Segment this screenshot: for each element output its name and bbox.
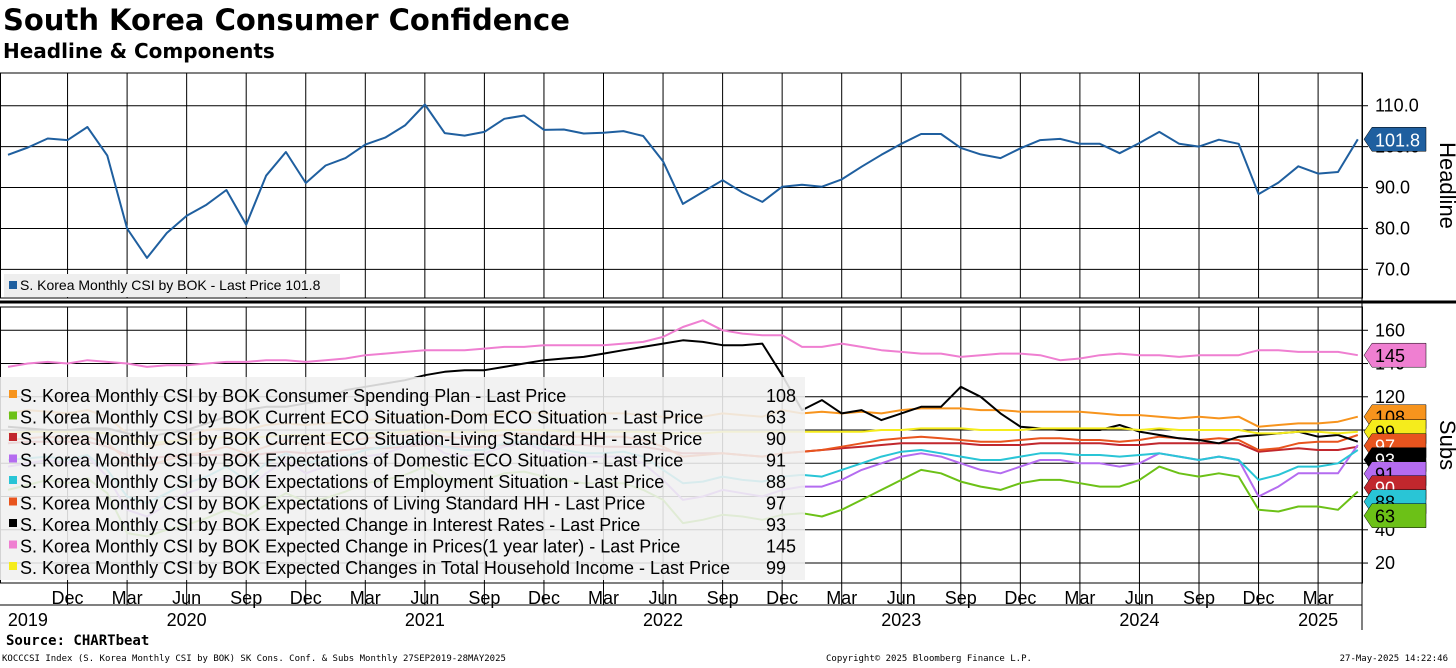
subs-legend-box — [0, 377, 805, 580]
x-tick-label: Jun — [887, 588, 916, 608]
y-axis-title-headline: Headline — [1435, 142, 1456, 229]
subs-legend-label: S. Korea Monthly CSI by BOK Expectations… — [20, 494, 645, 514]
subs-legend-swatch — [9, 476, 17, 484]
headline-legend-label: S. Korea Monthly CSI by BOK - Last Price… — [20, 277, 321, 293]
x-year-label: 2020 — [167, 610, 207, 630]
y-tick-label: 80.0 — [1375, 218, 1410, 238]
subs-last-value-tag-shape — [1363, 342, 1427, 368]
y-axis-title-subs: Subs — [1435, 420, 1456, 470]
subs-legend-label: S. Korea Monthly CSI by BOK Expected Cha… — [20, 558, 730, 578]
page-subtitle: Headline & Components — [3, 39, 275, 63]
y-tick-label: 110.0 — [1375, 96, 1419, 116]
subs-legend-label: S. Korea Monthly CSI by BOK Consumer Spe… — [20, 386, 566, 406]
subs-legend-swatch — [9, 411, 17, 420]
subs-legend-swatch — [9, 454, 17, 463]
subs-legend-label: S. Korea Monthly CSI by BOK Expectations… — [20, 451, 683, 471]
x-tick-label: Sep — [945, 588, 977, 608]
headline-panel-border — [0, 72, 1363, 299]
x-tick-label: Dec — [1004, 588, 1036, 608]
x-year-label: 2022 — [643, 610, 683, 630]
x-tick-label: Dec — [766, 588, 798, 608]
x-axis: Dec Mar Jun Sep Dec Mar Jun Sep Dec Mar Jun Sep Dec M… — [8, 583, 1338, 630]
subs-legend-value: 91 — [766, 451, 786, 471]
x-tick-label: Jun — [410, 588, 439, 608]
x-tick-label: Mar — [826, 588, 857, 608]
x-tick-label: Sep — [707, 588, 739, 608]
headline-series-lines — [7, 103, 1359, 259]
headline-last-value-tag-label: 101.8 — [1375, 130, 1420, 150]
subs-legend-value: 93 — [766, 515, 786, 535]
x-tick-label: Mar — [1064, 588, 1095, 608]
subs-legend-label: S. Korea Monthly CSI by BOK Current ECO … — [20, 408, 703, 428]
subs-legend-value: 90 — [766, 429, 786, 449]
x-tick-label: Mar — [588, 588, 619, 608]
subs-legend-value: 97 — [766, 494, 786, 514]
subs-legend-swatch — [9, 562, 17, 570]
chart-frame — [0, 72, 1456, 630]
y-tick-label: 70.0 — [1375, 259, 1410, 279]
subs-legend-value: 145 — [766, 537, 796, 557]
x-tick-label: Mar — [112, 588, 143, 608]
x-year-label: 2025 — [1298, 610, 1338, 630]
subs-last-value-tag-label: 63 — [1375, 507, 1395, 527]
series-line-headline — [7, 103, 1359, 259]
x-tick-label: Dec — [290, 588, 322, 608]
x-tick-label: Jun — [649, 588, 678, 608]
subs-legend-swatch — [9, 540, 17, 549]
subs-last-value-tag-label: 145 — [1375, 346, 1405, 366]
x-tick-label: Jun — [172, 588, 201, 608]
x-year-label: 2023 — [881, 610, 921, 630]
headline-legend-box — [4, 274, 340, 297]
y-tick-label: 160 — [1375, 320, 1405, 340]
subs-legend-value: 63 — [766, 408, 786, 428]
subs-legend-label: S. Korea Monthly CSI by BOK Current ECO … — [20, 429, 702, 449]
x-tick-label: Dec — [1243, 588, 1275, 608]
ticker-note: KOCCCSI Index (S. Korea Monthly CSI by B… — [2, 654, 506, 664]
x-tick-label: Dec — [528, 588, 560, 608]
series-line-subs-7 — [7, 319, 1358, 368]
subs-last-value-tag-1: 63 — [1363, 503, 1427, 528]
x-tick-label: Mar — [1303, 588, 1334, 608]
y-tick-label: 20 — [1375, 553, 1395, 573]
subs-legend-value: 99 — [766, 558, 786, 578]
x-tick-label: Mar — [350, 588, 381, 608]
x-tick-label: Dec — [52, 588, 84, 608]
source-note: Source: CHARTbeat — [6, 633, 150, 649]
subs-last-value-tag-7: 145 — [1363, 342, 1427, 368]
subs-legend-swatch — [9, 519, 17, 527]
y-tick-label: 120 — [1375, 387, 1405, 407]
subs-legend-swatch — [9, 390, 17, 398]
x-tick-label: Sep — [468, 588, 500, 608]
copyright-note: Copyright© 2025 Bloomberg Finance L.P. — [826, 654, 1032, 664]
headline-last-value-tag-shape — [1363, 127, 1427, 152]
x-tick-label: Sep — [230, 588, 262, 608]
x-year-label: 2021 — [405, 610, 445, 630]
subs-last-value-tag-shape — [1363, 503, 1427, 528]
subs-legend-value: 108 — [766, 386, 796, 406]
legend: S. Korea Monthly CSI by BOK - Last Price… — [0, 274, 805, 580]
subs-legend-swatch — [9, 433, 17, 441]
x-year-label: 2024 — [1119, 610, 1159, 630]
x-tick-label: Sep — [1183, 588, 1215, 608]
timestamp-note: 27-May-2025 14:22:46 — [1339, 654, 1448, 664]
page-title: South Korea Consumer Confidence — [3, 3, 570, 37]
subs-legend-label: S. Korea Monthly CSI by BOK Expected Cha… — [20, 515, 640, 535]
subs-legend-value: 88 — [766, 472, 786, 492]
subs-legend-label: S. Korea Monthly CSI by BOK Expected Cha… — [20, 537, 680, 557]
headline-legend-swatch — [9, 281, 17, 289]
subs-legend-label: S. Korea Monthly CSI by BOK Expectations… — [20, 472, 664, 492]
x-year-label: 2019 — [8, 610, 48, 630]
x-tick-label: Jun — [1125, 588, 1154, 608]
y-tick-label: 90.0 — [1375, 178, 1410, 198]
subs-legend-swatch — [9, 497, 17, 506]
